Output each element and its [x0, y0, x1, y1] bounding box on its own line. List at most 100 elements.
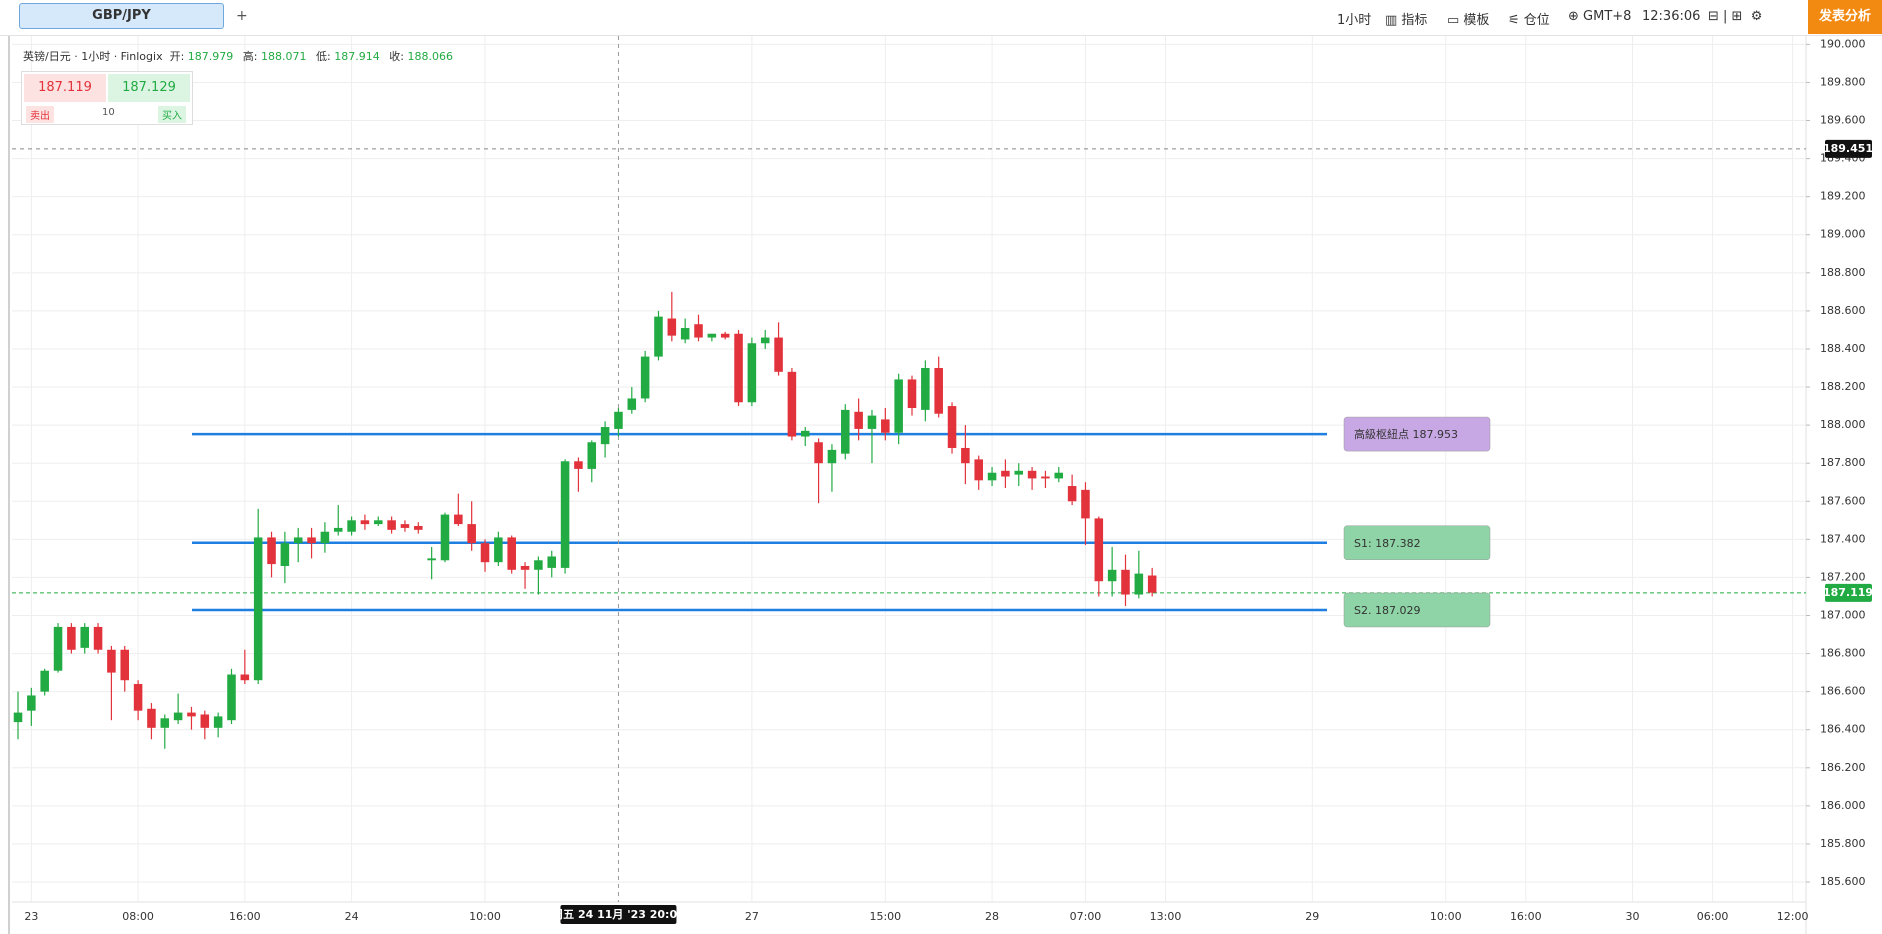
crosshair-time-tag	[560, 905, 677, 924]
crosshair-price-tag	[1825, 139, 1872, 158]
y-tick-label: 188.200	[1820, 380, 1866, 393]
sell-button[interactable]: 卖出	[26, 106, 54, 123]
legend-title: 英镑/日元 · 1小时 · Finlogix	[23, 50, 163, 63]
candle-body	[560, 461, 570, 568]
x-tick-label: 13:00	[1150, 910, 1182, 923]
candle-body	[1014, 470, 1024, 475]
y-tick-label: 189.200	[1820, 190, 1866, 203]
candle-body	[827, 449, 837, 464]
sell-price[interactable]: 187.119	[24, 74, 106, 102]
add-tab[interactable]: +	[236, 8, 248, 24]
x-tick-label: 12:00	[1777, 910, 1809, 923]
y-tick-label: 186.600	[1820, 685, 1866, 698]
candle-body	[147, 708, 156, 728]
x-tick-label: 29	[1305, 910, 1319, 923]
candle-body	[267, 537, 276, 565]
candle-body	[734, 333, 743, 403]
low-label: 低:	[316, 50, 331, 63]
candle-body	[747, 343, 757, 403]
high-label: 高:	[242, 50, 258, 63]
candle-body	[53, 626, 63, 671]
x-tick-label: 06:00	[1697, 910, 1729, 923]
x-tick-label: 23	[24, 910, 38, 923]
y-tick-label: 186.400	[1820, 723, 1866, 736]
symbol-tab[interactable]: GBP/JPY	[19, 3, 224, 29]
y-tick-label: 186.800	[1820, 647, 1866, 660]
candle-body	[160, 718, 170, 728]
candle-body	[1107, 569, 1117, 582]
candle-body	[680, 328, 690, 340]
candle-body	[654, 316, 663, 357]
indicators[interactable]: ▥ 指标	[1385, 13, 1428, 28]
x-tick-label: 16:00	[229, 910, 261, 923]
indicators-label: 指标	[1401, 13, 1428, 28]
level-label: 高級枢紐点 187.953	[1354, 427, 1458, 441]
x-tick-label: 07:00	[1070, 910, 1102, 923]
high-value: 188.071	[261, 50, 307, 63]
candle-body	[854, 411, 863, 429]
candle-body	[774, 337, 783, 372]
x-tick-label: 15:00	[869, 910, 901, 923]
candle-body	[107, 649, 116, 673]
candle-body	[280, 543, 290, 566]
candle-body	[667, 318, 677, 336]
candle-body	[67, 626, 76, 650]
candle-body	[240, 674, 250, 681]
candle-body	[694, 324, 703, 338]
candle-body	[841, 409, 850, 454]
quantity[interactable]: 10	[102, 107, 115, 118]
publish-button[interactable]: 发表分析	[1808, 0, 1882, 34]
templates[interactable]: ▭ 模板	[1447, 13, 1490, 28]
clock: 12:36:06	[1642, 9, 1701, 24]
candle-body	[520, 565, 530, 570]
y-tick-label: 188.800	[1820, 266, 1866, 279]
interval[interactable]: 1小时	[1337, 13, 1372, 28]
candle-body	[427, 558, 436, 561]
y-tick-label: 187.000	[1820, 608, 1866, 621]
candle-body	[27, 695, 36, 711]
candle-body	[1094, 518, 1104, 582]
timezone-label: GMT+8	[1583, 9, 1632, 24]
candle-body	[507, 537, 516, 570]
templates-label: 模板	[1463, 13, 1490, 28]
open-value: 187.979	[187, 50, 234, 63]
low-value: 187.914	[334, 50, 380, 63]
level-box	[1343, 592, 1491, 628]
candle-body	[333, 527, 343, 532]
y-tick-label: 188.600	[1820, 304, 1866, 317]
candle-body	[494, 537, 503, 563]
candle-body	[1001, 470, 1010, 477]
toolbar-icons[interactable]: ⊟ | ⊞ ⚙	[1708, 9, 1763, 24]
positions[interactable]: ⚟ 仓位	[1508, 13, 1550, 28]
close-value: 188.066	[407, 50, 453, 63]
candle-body	[307, 537, 316, 544]
candle-body	[907, 379, 917, 408]
buy-button[interactable]: 买入	[158, 106, 186, 123]
y-tick-label: 189.600	[1820, 114, 1866, 127]
level-label: S2. 187.029	[1354, 604, 1420, 617]
x-tick-label: 24	[345, 910, 359, 923]
candle-body	[374, 520, 383, 525]
candle-body	[467, 524, 476, 544]
candle-body	[934, 368, 943, 414]
last-price-tag	[1825, 583, 1872, 602]
candle-body	[760, 337, 770, 344]
y-tick-label: 187.600	[1820, 494, 1866, 507]
candle-body	[867, 415, 877, 429]
candle-body	[80, 626, 89, 648]
y-tick-label: 186.000	[1820, 799, 1866, 812]
legend: 英镑/日元 · 1小时 · Finlogix 开: 187.979 高: 188…	[23, 48, 459, 64]
candle-body	[961, 447, 970, 464]
candle-body	[1147, 575, 1157, 593]
buy-price[interactable]: 187.129	[108, 74, 190, 102]
candle-body	[1134, 573, 1144, 595]
timezone[interactable]: ⊕ GMT+8	[1568, 9, 1632, 24]
x-tick-label: 28	[985, 910, 999, 923]
candle-body	[881, 419, 890, 433]
x-tick-label: 10:00	[469, 910, 501, 923]
open-label: 开:	[169, 50, 185, 63]
x-tick-label: 27	[745, 910, 759, 923]
candle-body	[534, 560, 543, 570]
